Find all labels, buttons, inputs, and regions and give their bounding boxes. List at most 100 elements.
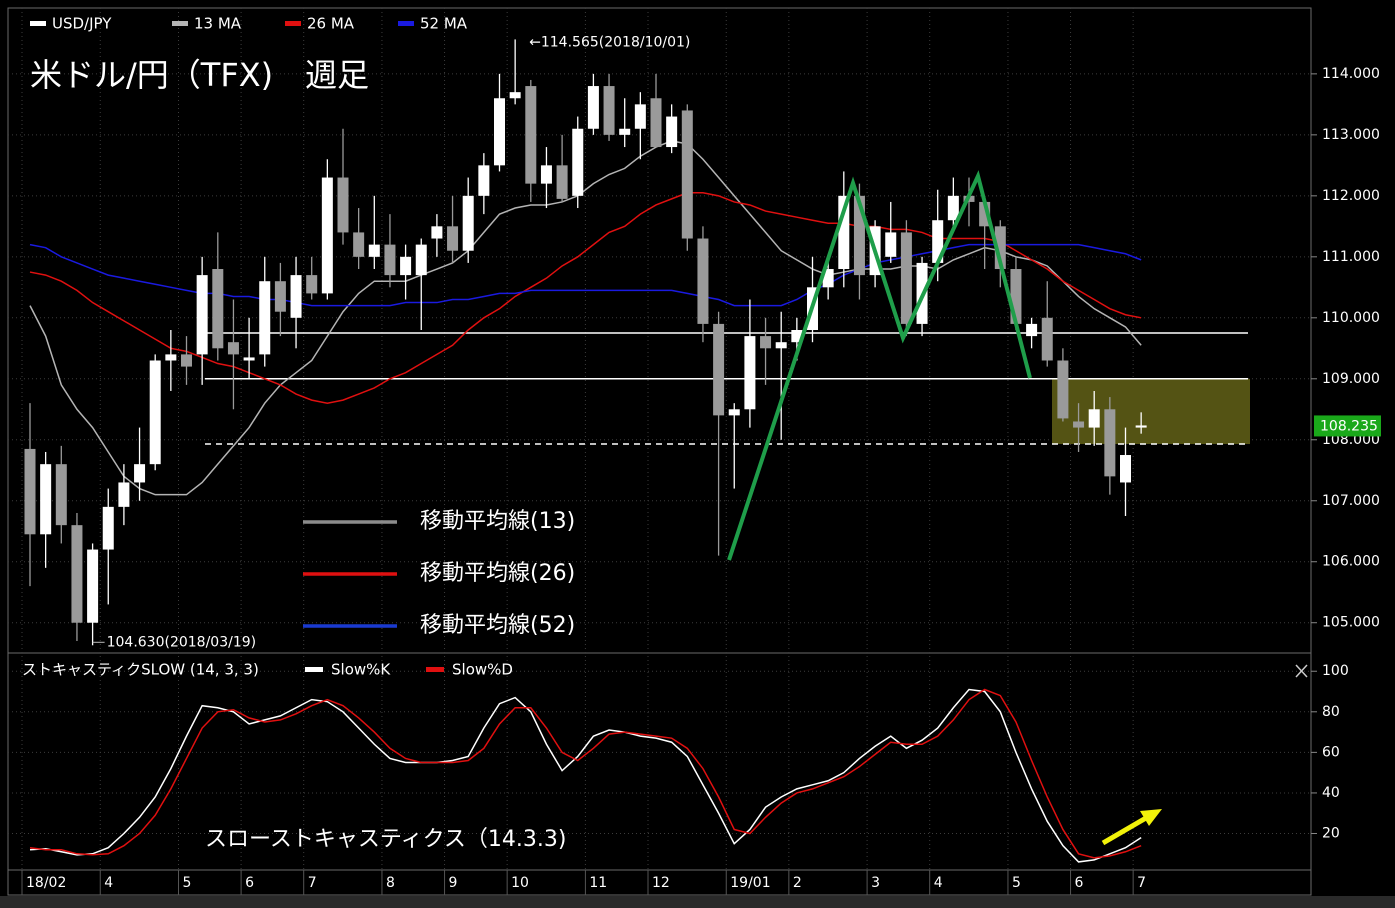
candle-body xyxy=(1026,323,1038,337)
candle-body xyxy=(1120,455,1131,483)
candle-body xyxy=(838,195,850,270)
y-tick-label: 100 xyxy=(1322,663,1349,679)
x-tick-label: 19/01 xyxy=(730,875,770,891)
trend-arrow xyxy=(1101,809,1162,846)
x-tick-label: 5 xyxy=(1012,875,1021,891)
candle-body xyxy=(885,232,897,257)
legend-marker xyxy=(426,667,444,672)
x-tick-label: 8 xyxy=(386,875,395,891)
candle-body xyxy=(728,409,740,416)
candle-body xyxy=(24,448,36,535)
candle-body xyxy=(525,86,537,184)
candle-body xyxy=(321,177,333,294)
candle-body xyxy=(1073,421,1085,428)
chart-title: 米ドル/円（TFX) 週足 xyxy=(30,56,369,94)
legend-label: 13 MA xyxy=(194,15,242,33)
x-tick-label: 9 xyxy=(449,875,458,891)
series-line xyxy=(29,688,1142,863)
legend-marker xyxy=(30,21,46,26)
annotation: ←114.565(2018/10/01) xyxy=(529,34,690,50)
x-tick-label: 12 xyxy=(652,875,670,891)
legend-marker xyxy=(285,21,301,26)
y-tick-label: 60 xyxy=(1322,744,1340,760)
y-tick-label: 110.000 xyxy=(1322,310,1380,326)
candle-body xyxy=(87,549,99,623)
x-tick-label: 18/02 xyxy=(26,875,66,891)
y-tick-label: 112.000 xyxy=(1322,188,1380,204)
candle-body xyxy=(55,464,67,526)
text-layer: 米ドル/円（TFX) 週足 ストキャスティクSLOW (14, 3, 3) スロ… xyxy=(22,15,1381,891)
x-tick-label: 2 xyxy=(793,875,802,891)
candle-body xyxy=(149,360,161,465)
legend-label: Slow%K xyxy=(331,661,391,679)
candle-body xyxy=(368,244,380,257)
candle-body xyxy=(634,104,646,129)
plot-frame xyxy=(7,7,1312,896)
candle-body xyxy=(947,195,959,221)
candle-body xyxy=(822,269,834,288)
candle-body xyxy=(212,269,224,349)
stochastic-annotation: スローストキャスティクス（14.3.3) xyxy=(205,827,566,852)
legend-label: Slow%D xyxy=(452,661,513,679)
candle-body xyxy=(509,92,521,99)
candle-body xyxy=(760,336,772,349)
x-tick-label: 3 xyxy=(871,875,880,891)
candle-body xyxy=(666,116,678,148)
last-price-label: 108.235 xyxy=(1320,418,1378,434)
candle-body xyxy=(71,525,83,623)
candle-body xyxy=(274,281,286,312)
candle-body xyxy=(415,244,427,276)
x-tick-label: 7 xyxy=(1137,875,1146,891)
candle-body xyxy=(400,256,412,276)
series-line xyxy=(29,140,1142,496)
candle-body xyxy=(259,281,271,355)
candle-body xyxy=(181,354,192,367)
candle-body xyxy=(603,86,615,135)
last-price-box xyxy=(1314,415,1381,437)
series-line xyxy=(29,192,1142,404)
candle-body xyxy=(384,244,396,276)
legend-marker xyxy=(172,21,188,26)
candle-body xyxy=(713,323,725,416)
y-tick-label: 113.000 xyxy=(1322,127,1380,143)
candle-body xyxy=(447,226,459,251)
candle-body xyxy=(1135,425,1147,428)
candle-body xyxy=(134,464,146,483)
close-icon[interactable] xyxy=(1295,664,1308,678)
x-tick-label: 4 xyxy=(104,875,113,891)
candle-body xyxy=(431,226,443,239)
x-tick-label: 6 xyxy=(245,875,254,891)
y-tick-label: 105.000 xyxy=(1322,615,1380,631)
x-tick-label: 7 xyxy=(308,875,317,891)
candle-body xyxy=(556,165,568,199)
y-tick-label: 40 xyxy=(1322,785,1340,801)
pattern-line xyxy=(727,170,1032,561)
candle-body xyxy=(900,232,912,324)
x-tick-label: 4 xyxy=(934,875,943,891)
zone xyxy=(1052,378,1250,445)
trend-arrow-head xyxy=(1140,809,1162,826)
legend-label: USD/JPY xyxy=(52,15,112,33)
candle-body xyxy=(650,98,662,148)
legend-marker xyxy=(305,667,323,672)
stochastic-panel xyxy=(29,688,1142,863)
candle-body xyxy=(994,226,1006,270)
candle-body xyxy=(744,336,756,410)
candle-body xyxy=(587,86,599,129)
candle-body xyxy=(243,357,255,361)
candle-body xyxy=(1057,360,1069,419)
candle-body xyxy=(681,110,693,239)
y-tick-label: 109.000 xyxy=(1322,371,1380,387)
candle-body xyxy=(353,232,365,257)
ma-legend-label: 移動平均線(13) xyxy=(420,509,575,534)
candle-body xyxy=(1088,409,1100,428)
candle-body xyxy=(932,220,944,263)
price-panel xyxy=(24,39,1250,646)
bottom-strip xyxy=(0,896,1395,908)
candle-body xyxy=(227,342,239,355)
y-tick-label: 111.000 xyxy=(1322,249,1380,265)
legend-marker xyxy=(398,21,414,26)
candle-body xyxy=(462,195,474,251)
